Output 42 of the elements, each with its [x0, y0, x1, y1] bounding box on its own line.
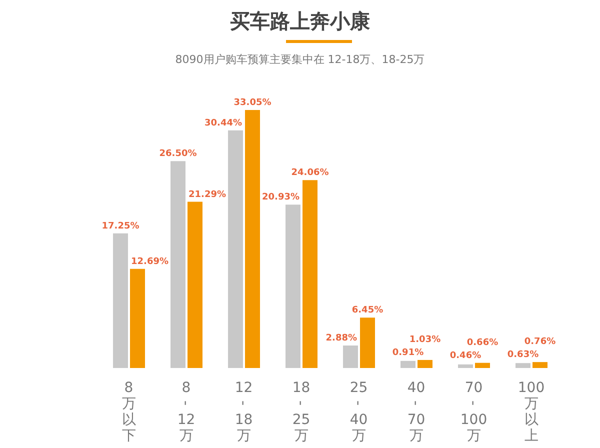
data-label: 17.25%: [102, 221, 140, 232]
chart-subtitle: 8090用户购车预算主要集中在 12-18万、18-25万: [174, 52, 426, 67]
bar: [302, 180, 318, 368]
data-label: 0.63%: [507, 350, 539, 360]
bar: [532, 362, 548, 368]
bar: [418, 360, 432, 368]
data-label: 1.03%: [409, 334, 441, 345]
bar: [245, 110, 260, 368]
x-tick-label: 18-25万: [292, 380, 310, 444]
x-tick-label: 40-70万: [407, 380, 426, 444]
bar: [343, 346, 358, 368]
data-label: 33.05%: [234, 98, 272, 108]
data-label: 0.66%: [466, 338, 498, 348]
data-label: 2.88%: [326, 334, 357, 344]
x-tick-label: 100万以上: [518, 380, 545, 444]
bar: [113, 233, 128, 368]
data-label: 20.93%: [262, 192, 300, 203]
data-label: 0.76%: [524, 337, 556, 348]
data-label: 6.45%: [352, 306, 384, 316]
bar: [360, 318, 375, 368]
x-tick-label: 70-100万: [460, 380, 488, 444]
x-tick-label: 12-18万: [234, 380, 253, 444]
data-label: 0.91%: [392, 348, 424, 358]
data-label: 24.06%: [291, 168, 329, 178]
data-label: 0.46%: [450, 350, 482, 361]
x-tick-label: 25-40万: [350, 380, 368, 444]
bar: [228, 130, 243, 368]
data-label: 21.29%: [188, 190, 226, 200]
bar: [400, 360, 416, 368]
bar: [286, 204, 300, 368]
chart-title: 买车路上奔小康: [229, 8, 371, 35]
bar: [458, 364, 473, 368]
bar: [475, 362, 490, 368]
data-label: 12.69%: [131, 256, 168, 267]
data-label: 26.50%: [159, 149, 197, 160]
bar: [516, 363, 530, 368]
x-tick-label: 8-12万: [177, 380, 196, 444]
data-label: 30.44%: [204, 118, 242, 128]
bar: [130, 268, 145, 368]
bar: [188, 202, 202, 368]
bar: [170, 161, 186, 368]
x-tick-label: 8万以下: [122, 380, 136, 444]
